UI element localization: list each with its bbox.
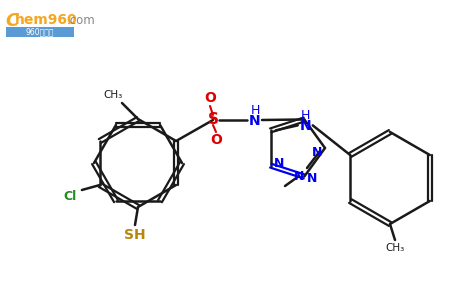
Text: C: C	[5, 12, 18, 30]
Text: N: N	[307, 172, 318, 185]
Text: O: O	[210, 133, 222, 147]
Text: O: O	[204, 91, 216, 105]
Text: N: N	[249, 114, 261, 128]
Text: CH₃: CH₃	[103, 90, 123, 100]
Text: N: N	[312, 146, 322, 159]
Text: H: H	[301, 109, 310, 122]
FancyBboxPatch shape	[6, 27, 74, 37]
Text: hem960: hem960	[15, 13, 78, 27]
Text: 960化工网: 960化工网	[26, 28, 54, 37]
Text: N: N	[300, 119, 311, 133]
Text: N: N	[294, 169, 304, 183]
Text: S: S	[208, 113, 219, 127]
Text: N: N	[273, 157, 284, 170]
Text: Cl: Cl	[63, 190, 76, 204]
Text: CH₃: CH₃	[385, 243, 405, 253]
Text: SH: SH	[124, 228, 146, 242]
Text: H: H	[250, 103, 260, 117]
Text: .com: .com	[67, 14, 96, 27]
